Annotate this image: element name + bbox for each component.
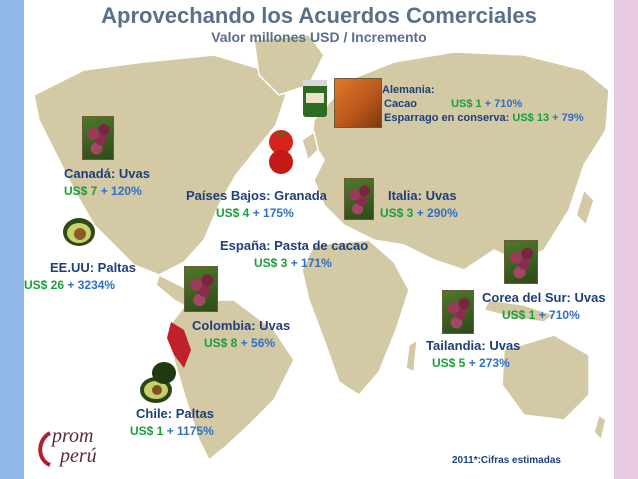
tailandia-usd: US$ 5	[432, 356, 466, 370]
italia-label: Italia: Uvas	[388, 188, 457, 203]
chile-label: Chile: Paltas	[136, 406, 215, 421]
logo-swirl-icon	[38, 431, 52, 467]
australia-landmass	[501, 334, 590, 421]
cacao-photo-alemania	[334, 78, 382, 128]
avocado-photo-eeuu	[60, 212, 98, 250]
grapes-photo-italia	[344, 178, 374, 220]
colombia-value: US$ 8 + 56%	[204, 336, 275, 350]
avocado-photo-chile	[138, 360, 178, 404]
canada-label: Canadá: Uvas	[64, 166, 150, 181]
paises-bajos-increment: + 175%	[252, 206, 294, 220]
alemania-cacao-usd: US$ 1	[451, 98, 482, 110]
page-title: Aprovechando los Acuerdos Comerciales	[101, 3, 537, 28]
page-subtitle: Valor millones USD / Incremento	[211, 29, 427, 45]
espana-usd: US$ 3	[254, 256, 288, 270]
eeuu-usd: US$ 26	[24, 278, 65, 292]
indonesia-landmass	[482, 299, 556, 323]
corea-label: Corea del Sur: Uvas	[482, 290, 606, 305]
italia-value: US$ 3 + 290%	[380, 206, 458, 220]
world-map	[33, 34, 610, 462]
italia-usd: US$ 3	[380, 206, 414, 220]
paises-bajos-label: Países Bajos: Granada	[186, 188, 327, 203]
corea-increment: + 710%	[538, 308, 580, 322]
eeuu-label: EE.UU: Paltas	[50, 260, 136, 275]
canada-value: US$ 7 + 120%	[64, 184, 142, 198]
alemania-cacao-row: Cacao US$ 1 + 710%	[384, 98, 522, 110]
logo-peru: perú	[60, 445, 97, 467]
italia-increment: + 290%	[416, 206, 458, 220]
alemania-cacao-label: Cacao	[384, 98, 418, 110]
chile-increment: + 1175%	[166, 424, 214, 438]
japan-landmass	[575, 188, 595, 227]
colombia-increment: + 56%	[240, 336, 276, 350]
alemania-esparrago-usd: US$ 13	[512, 112, 550, 124]
corea-value: US$ 1 + 710%	[502, 308, 580, 322]
paises-bajos-value: US$ 4 + 175%	[216, 206, 294, 220]
new-zealand-landmass	[593, 413, 607, 442]
grapes-photo-corea	[504, 240, 538, 284]
tailandia-value: US$ 5 + 273%	[432, 356, 510, 370]
eeuu-increment: + 3234%	[67, 278, 116, 292]
south-america-landmass	[169, 299, 295, 462]
promperu-logo: prom perú	[32, 425, 142, 475]
north-america-landmass	[33, 54, 287, 276]
alemania-label: Alemania:	[382, 84, 435, 96]
logo-prom: prom	[52, 425, 94, 447]
tailandia-increment: + 273%	[468, 356, 510, 370]
alemania-esparrago-row: Esparrago en conserva: US$ 13 + 79%	[384, 112, 584, 124]
colombia-label: Colombia: Uvas	[192, 318, 291, 333]
tomato-photo-paises-bajos	[264, 128, 298, 176]
espana-label: España: Pasta de cacao	[220, 238, 369, 253]
chile-value: US$ 1 + 1175%	[130, 424, 214, 438]
corea-usd: US$ 1	[502, 308, 536, 322]
eeuu-value: US$ 26 + 3234%	[24, 278, 115, 292]
alemania-esparrago-label: Esparrago en conserva:	[384, 112, 510, 124]
africa-landmass	[301, 239, 410, 396]
paises-bajos-usd: US$ 4	[216, 206, 250, 220]
madagascar-landmass	[405, 338, 418, 374]
alemania-esparrago-increment: + 79%	[552, 112, 584, 124]
espana-increment: + 171%	[290, 256, 332, 270]
slide: Aprovechando los Acuerdos Comerciales Va…	[24, 0, 614, 479]
alemania-cacao-increment: + 710%	[484, 98, 523, 110]
espana-value: US$ 3 + 171%	[254, 256, 332, 270]
asparagus-jar-photo-alemania	[300, 77, 330, 119]
grapes-photo-canada	[82, 116, 114, 160]
uk-landmass	[301, 130, 319, 162]
footnote: 2011*:Cifras estimadas	[452, 455, 561, 466]
colombia-usd: US$ 8	[204, 336, 238, 350]
grapes-photo-tailandia	[442, 290, 474, 334]
peru-highlight	[167, 322, 191, 368]
tailandia-label: Tailandia: Uvas	[426, 338, 521, 353]
chile-usd: US$ 1	[130, 424, 164, 438]
canada-usd: US$ 7	[64, 184, 98, 198]
canada-increment: + 120%	[100, 184, 142, 198]
grapes-photo-colombia	[184, 266, 218, 312]
